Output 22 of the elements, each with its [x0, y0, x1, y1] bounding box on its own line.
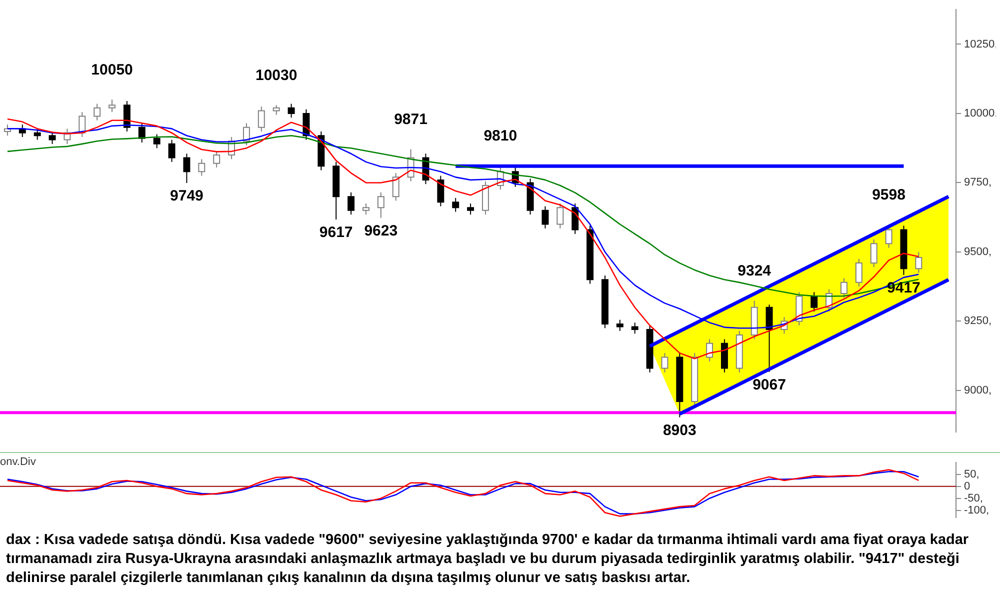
y-tick-label: -50,	[964, 492, 983, 504]
y-tick-label: 9000,	[964, 384, 992, 396]
y-tick-label: 0	[964, 480, 970, 492]
y-tick-label: 9500,	[964, 246, 992, 258]
annotation: 9871	[394, 110, 428, 128]
annotation: 10050	[91, 61, 133, 78]
annotation: 9598	[872, 186, 906, 204]
annotation: 9617	[319, 224, 353, 242]
annotation: 9417	[887, 280, 920, 297]
chart-title: onv.Div	[0, 456, 36, 468]
annotation: 8903	[662, 422, 696, 439]
y-tick-label: 9250,	[964, 315, 992, 328]
annotation: 9623	[364, 222, 398, 240]
y-tick-label: 9750,	[964, 176, 992, 189]
text: dax : Kısa vadede satışa döndü. Kısa vadede "9600" seviyesine yaklaştığında 9700' e kadar da tırmanma ihtimali vardı ama fiyat oraya kadar tırmanamadı zira Rusya-Ukrayna arasındaki anlaşmazlık artmaya başladı ve bu durum piyasada tedirginlik yaratmış olabilir. "9417" desteği delinirse paralel çizgilerle tanımlanan çıkış kanalının da dışına taşılmış olunur ve satış baskısı artar.	[5, 531, 970, 588]
annotation: 9810	[484, 128, 518, 145]
annotation: 10030	[255, 66, 298, 84]
annotation: 9749	[170, 188, 204, 205]
y-tick-label: -100,	[964, 504, 990, 516]
annotation: 9324	[738, 262, 772, 280]
annotation: 9067	[752, 376, 786, 394]
y-tick-label: 50,	[964, 468, 980, 481]
